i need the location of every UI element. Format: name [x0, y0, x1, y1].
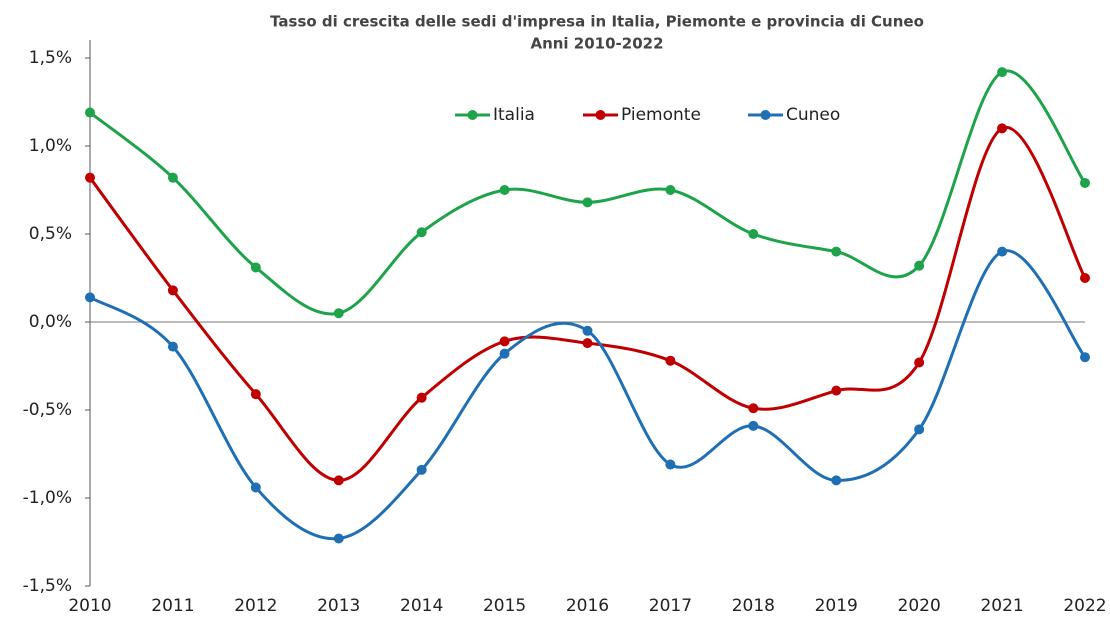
point [997, 67, 1008, 78]
point [831, 385, 842, 396]
point [582, 197, 593, 208]
point [1080, 273, 1090, 283]
chart-subtitle: Anni 2010-2022 [530, 35, 663, 53]
point [748, 420, 759, 431]
x-tick-label: 2021 [980, 596, 1023, 616]
point [85, 172, 95, 183]
legend-marker [595, 110, 606, 120]
point [582, 338, 593, 349]
point [914, 357, 925, 368]
point [1080, 352, 1090, 363]
point [85, 107, 95, 118]
x-tick-label: 2020 [898, 596, 941, 616]
point [914, 424, 925, 435]
point [997, 246, 1008, 257]
x-tick-label: 2017 [649, 596, 692, 616]
legend-marker [467, 110, 478, 120]
y-tick-label: -1,0% [23, 488, 72, 508]
x-tick-label: 2010 [68, 596, 111, 616]
point [167, 172, 178, 183]
point [333, 533, 344, 544]
point [416, 227, 427, 238]
point [250, 389, 261, 400]
point [914, 260, 925, 271]
y-tick-label: 1,5% [29, 48, 72, 68]
x-tick-label: 2011 [151, 596, 194, 616]
x-tick-label: 2016 [566, 596, 609, 616]
point [748, 229, 759, 239]
point [85, 292, 95, 303]
point [416, 464, 427, 475]
point [416, 392, 427, 403]
legend-label: Italia [493, 105, 535, 125]
legend-marker [760, 110, 771, 120]
chart-title: Tasso di crescita delle sedi d'impresa i… [270, 13, 924, 31]
point [333, 475, 344, 486]
point [250, 262, 261, 273]
point [665, 185, 676, 195]
series-line [89, 249, 1087, 541]
point [167, 285, 178, 296]
point [748, 403, 759, 414]
point [167, 341, 178, 352]
point [665, 459, 676, 470]
point [499, 185, 510, 195]
x-tick-label: 2018 [732, 596, 775, 616]
x-tick-label: 2013 [317, 596, 360, 616]
legend-label: Cuneo [786, 105, 840, 125]
x-tick-label: 2022 [1063, 596, 1106, 616]
point [1080, 177, 1090, 188]
point [499, 348, 510, 359]
point [997, 123, 1008, 134]
y-tick-label: 0,0% [29, 312, 72, 332]
point [665, 355, 676, 366]
point [582, 325, 593, 336]
point [831, 475, 842, 486]
series-line [88, 126, 1087, 482]
x-tick-label: 2014 [400, 596, 443, 616]
x-tick-label: 2019 [815, 596, 858, 616]
y-tick-label: 0,5% [29, 224, 72, 244]
x-tick-label: 2015 [483, 596, 526, 616]
series-line [89, 69, 1087, 316]
point [831, 246, 842, 257]
point [499, 336, 510, 347]
y-tick-label: 1,0% [29, 136, 72, 156]
point [250, 482, 261, 493]
y-tick-label: -0,5% [23, 400, 72, 420]
y-tick-label: -1,5% [23, 576, 72, 596]
point [333, 308, 344, 319]
x-tick-label: 2012 [234, 596, 277, 616]
legend-label: Piemonte [621, 105, 701, 125]
